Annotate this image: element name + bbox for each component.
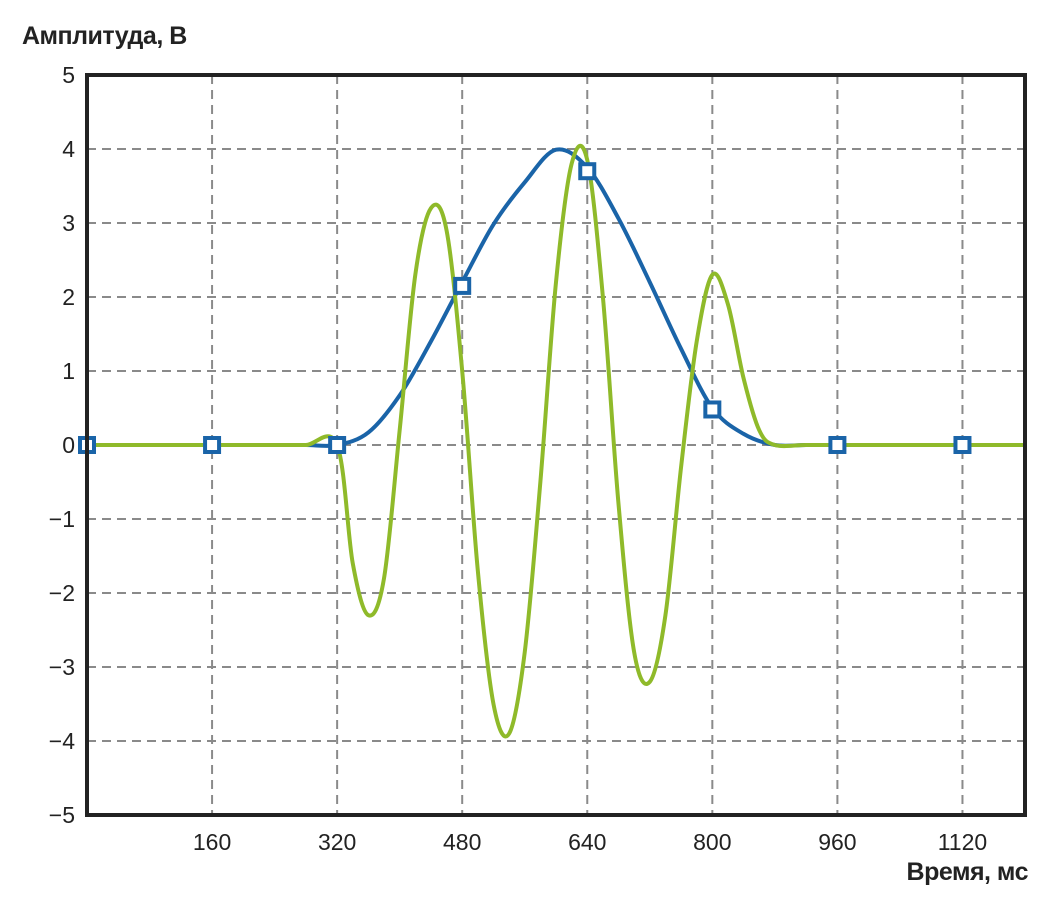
- x-tick-label: 480: [443, 829, 481, 855]
- y-tick-label: −2: [49, 580, 75, 606]
- y-tick-label: −4: [49, 728, 75, 754]
- x-tick-label: 1120: [938, 829, 987, 855]
- data-point-marker: [703, 400, 722, 419]
- data-point-marker: [328, 436, 347, 454]
- y-tick-label: 0: [62, 432, 75, 458]
- data-point-marker: [203, 436, 222, 454]
- y-tick-label: −3: [49, 654, 75, 680]
- plot-frame: [85, 73, 1027, 817]
- x-tick-label: 160: [193, 829, 231, 855]
- y-tick-label: −5: [49, 802, 75, 828]
- data-point-marker: [828, 436, 847, 454]
- series-markers: [78, 162, 972, 454]
- y-tick-labels: 5 4 3 2 1 0 −1 −2 −3 −4 −5: [49, 62, 75, 828]
- series-lines: [87, 143, 1025, 739]
- data-point-marker: [578, 162, 597, 181]
- data-point-marker: [453, 276, 472, 295]
- x-tick-label: 320: [318, 829, 356, 855]
- y-tick-label: −1: [49, 506, 75, 532]
- y-tick-label: 2: [62, 284, 75, 310]
- x-tick-label: 960: [818, 829, 856, 855]
- y-tick-label: 4: [62, 136, 75, 162]
- y-tick-label: 1: [62, 358, 75, 384]
- y-axis-label: Амплитуда, В: [22, 22, 187, 50]
- x-tick-labels: 160 320 480 640 800 960 1120: [193, 829, 987, 855]
- x-axis-label: Время, мс: [906, 858, 1029, 886]
- x-tick-label: 800: [693, 829, 731, 855]
- series-line-2: [87, 143, 1025, 739]
- y-tick-label: 3: [62, 210, 75, 236]
- x-tick-label: 640: [568, 829, 606, 855]
- data-point-marker: [953, 436, 972, 454]
- y-tick-label: 5: [62, 62, 75, 88]
